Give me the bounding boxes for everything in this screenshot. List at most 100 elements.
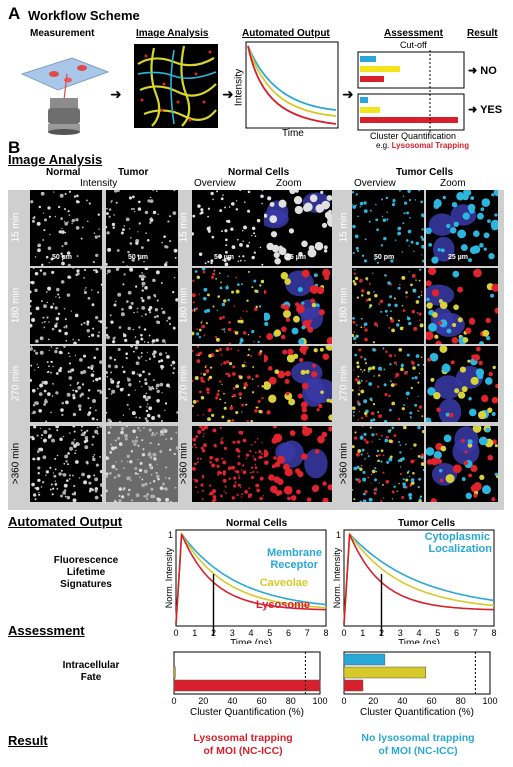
micrograph-tile: [192, 190, 264, 266]
label-caveolae: Caveolae: [260, 577, 308, 589]
decay-curve-red: [343, 533, 495, 625]
decay-chart-tumor: 012345678Time (ns)Norm. Intensity1Cytopl…: [332, 529, 497, 644]
microscope-icon: [20, 57, 110, 135]
x-tick-label: 4: [248, 628, 253, 638]
time-label: >360 min: [10, 442, 22, 485]
arrow-1: ➜: [110, 86, 122, 102]
decay-plot-box: [245, 41, 339, 129]
x-tick-label: 7: [473, 628, 478, 638]
x-tick-label: 60: [257, 696, 267, 706]
fluorescence-lifetime-title: Fluorescence Lifetime Signatures: [53, 555, 119, 590]
x-tick-label: 1: [192, 628, 197, 638]
x-tick-label: 8: [491, 628, 496, 638]
zoom-tumor: Zoom: [440, 178, 466, 189]
tumor-cells-header: Tumor Cells: [396, 167, 454, 178]
label-cytoplasmic: Cytoplasmic: [425, 531, 490, 543]
result-yes: ➜ YES: [468, 104, 503, 116]
intracellular-fate-title: Intracellular Fate: [62, 660, 120, 683]
decay-curve-blue: [343, 532, 495, 625]
output-tumor-title: Tumor Cells: [398, 518, 456, 529]
y-tick-label: 1: [336, 530, 341, 540]
bar-chart-normal: 0 20 40 60 80 100 Cluster Quantification (%): [171, 651, 328, 718]
x-tick-label: 20: [368, 696, 378, 706]
micrograph-tile: [192, 346, 264, 422]
overview-tumor: Overview: [354, 178, 396, 189]
time-label: >360 min: [338, 442, 350, 485]
micrograph-tile: [106, 346, 178, 422]
time-label: 180 min: [338, 287, 350, 324]
micrograph-tile: [264, 190, 332, 266]
micrograph-tile: [426, 426, 498, 502]
bar-yellow: [173, 666, 176, 679]
x-tick-label: 0: [173, 628, 178, 638]
step-assessment: Assessment: [384, 28, 443, 39]
scale-bar-label: 50 µm: [128, 254, 148, 261]
result-no: ➜ NO: [468, 65, 497, 77]
micrograph-tile: [30, 346, 102, 422]
x-axis-label: Time (ns): [398, 638, 440, 644]
scale-bar-label: 50 µm: [214, 254, 234, 261]
result-normal-line2: of MOI (NC-ICC): [203, 745, 283, 757]
bar-chart-tumor: 0 20 40 60 80 100 Cluster Quantification (%): [341, 651, 498, 718]
micrograph-tile: [30, 190, 102, 266]
plot-frame: [343, 529, 495, 627]
x-tick-label: 1: [360, 628, 365, 638]
y-axis-label: Norm. Intensity: [332, 547, 342, 608]
decay-curve-blue: [175, 531, 327, 625]
assessment-title: Assessment: [8, 623, 85, 638]
bar-blue: [343, 653, 386, 666]
col-intensity: Intensity: [80, 178, 118, 189]
panel-letter-a: A: [8, 4, 21, 23]
label-membrane: Membrane: [267, 547, 322, 559]
normal-cells-header: Normal Cells: [228, 167, 290, 178]
micrograph-tile: [352, 346, 424, 422]
time-label: 270 min: [178, 365, 190, 402]
x-tick-label: 5: [435, 628, 440, 638]
time-label: 180 min: [178, 287, 190, 324]
time-label: 180 min: [10, 287, 22, 324]
time-label: 15 min: [338, 212, 350, 243]
image-analysis-thumb: [134, 44, 218, 128]
x-tick-label: 20: [198, 696, 208, 706]
x-tick-label: 6: [454, 628, 459, 638]
x-axis-label: Cluster Quantification (%): [360, 707, 474, 718]
result-normal-line1: Lysosomal trapping: [193, 732, 293, 744]
result-title: Result: [8, 733, 48, 748]
micrograph-tile: [30, 268, 102, 344]
decay-curve-red: [175, 533, 327, 625]
panel-letter-b: B: [8, 138, 21, 157]
cluster-quantification-label: Cluster Quantification: [370, 131, 457, 141]
x-axis-label: Cluster Quantification (%): [190, 707, 304, 718]
micrograph-tile: [352, 268, 424, 344]
x-tick-label: 7: [305, 628, 310, 638]
scale-bar-label: 25 µm: [286, 254, 306, 261]
time-axis-label: Time: [282, 128, 304, 139]
x-axis-label: Time (ns): [230, 638, 272, 644]
x-tick-label: 8: [323, 628, 328, 638]
scale-bar-label: 50 pm: [374, 254, 395, 261]
time-label: 15 min: [10, 212, 22, 243]
x-tick-label: 60: [427, 696, 437, 706]
micrograph-tile: [426, 268, 498, 344]
workflow-title: Workflow Scheme: [28, 8, 140, 23]
scale-bar-label: 25 µm: [448, 254, 468, 261]
x-tick-label: 80: [286, 696, 296, 706]
micrograph-tile: [264, 268, 332, 344]
micrograph-tile: [106, 426, 178, 502]
x-tick-label: 0: [171, 696, 176, 706]
micrograph-tile: [264, 346, 332, 422]
example-line: e.g. Lysosomal Trapping: [376, 141, 470, 150]
assessment-mini-bars: [357, 50, 465, 132]
x-tick-label: 0: [341, 628, 346, 638]
arrow-3: ➜: [342, 86, 354, 102]
x-tick-label: 6: [286, 628, 291, 638]
micrograph-tile: [106, 190, 178, 266]
micrograph-tile: [352, 190, 424, 266]
micrograph-tile: [426, 346, 498, 422]
step-measurement: Measurement: [30, 28, 95, 39]
cutoff-label: Cut-off: [400, 40, 427, 50]
label-receptor: Receptor: [270, 559, 318, 571]
step-automated-output: Automated Output: [242, 28, 330, 39]
micrograph-tile: [30, 426, 102, 502]
overview-normal: Overview: [194, 178, 236, 189]
